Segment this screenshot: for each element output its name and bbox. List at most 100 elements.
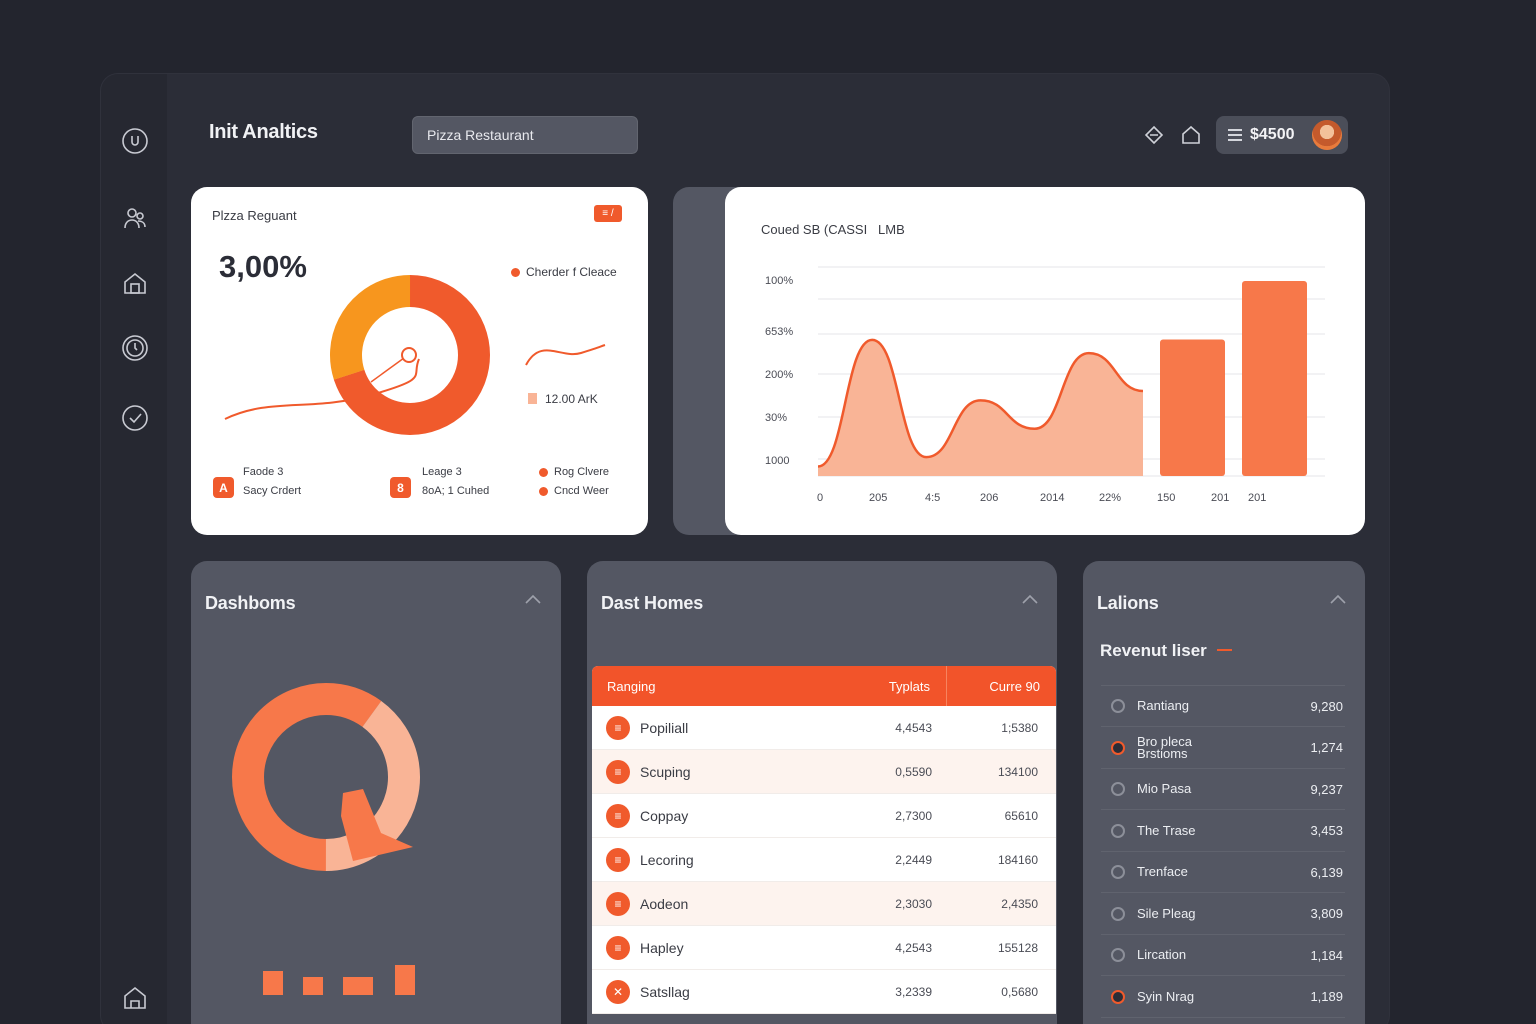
table-row[interactable]: ≡ Hapley 4,2543 155128: [592, 926, 1056, 970]
list-item-value: 9,237: [1310, 781, 1343, 797]
row-value: 4,4543: [895, 720, 932, 735]
search-input[interactable]: [412, 116, 638, 154]
list-item[interactable]: Lircation 1,184: [1101, 935, 1345, 976]
row-icon: ≡: [606, 891, 630, 916]
status-icon: [1111, 865, 1125, 879]
column-header[interactable]: Ranging: [607, 678, 656, 694]
list-item-name: Rantiang: [1137, 698, 1190, 713]
list-item[interactable]: The Trase 3,453: [1101, 811, 1345, 852]
dast-homes-title: Dast Homes: [601, 593, 704, 613]
list-item-value: 1,274: [1310, 740, 1343, 755]
table-row[interactable]: ≡ Aodeon 2,3030 2,4350: [592, 882, 1056, 926]
bar: [1242, 281, 1307, 476]
y-tick-label: 653%: [765, 326, 793, 338]
list-item-value: 6,139: [1310, 864, 1343, 880]
area-chart-card: Coued SB (CASSI LMB 100% 653% 200% 30% 1000 0…: [725, 187, 1365, 535]
row-value: 2,2449: [895, 852, 932, 867]
diamond-nav-icon[interactable]: [1143, 124, 1165, 146]
app-window: Init Analtics $4500 Plzza Reguant ≡ / 3,…: [100, 73, 1390, 1024]
table-header: Ranging Typlats Curre 90: [592, 666, 1056, 706]
row-value: 1;5380: [1001, 720, 1038, 735]
row-value: 65610: [1004, 808, 1038, 823]
y-tick-label: 1000: [765, 455, 789, 467]
list-item-name: Sile Pleag: [1137, 905, 1196, 921]
list-item[interactable]: Rantiang 9,280: [1101, 686, 1345, 727]
donut-card: Plzza Reguant ≡ / 3,00% Cherder f Cleace…: [191, 187, 648, 535]
legend-top-label: Cherder f Cleace: [526, 265, 617, 279]
row-name: Hapley: [640, 939, 684, 956]
table-row[interactable]: ≡ Popiliall 4,4543 1;5380: [592, 706, 1056, 750]
list-item-name: The Trase: [1137, 822, 1196, 838]
ring-chart: [232, 683, 420, 995]
table-row[interactable]: ✕ Satsllag 3,2339 0,5680: [592, 970, 1056, 1014]
row-name: Scuping: [640, 763, 691, 780]
mini-bar: [395, 965, 415, 995]
check-icon[interactable]: [121, 404, 149, 432]
card-options-badge[interactable]: ≡ /: [594, 205, 622, 222]
balance-pill[interactable]: $4500: [1216, 116, 1348, 154]
row-name: Aodeon: [640, 895, 689, 912]
chevron-up-icon[interactable]: [1329, 593, 1347, 605]
side-legend-swatch: [528, 393, 537, 404]
x-tick-label: 206: [980, 492, 998, 504]
footer-line: Faode 3: [243, 466, 284, 478]
ring-pointer: [341, 789, 413, 861]
status-icon: [1111, 948, 1125, 962]
status-icon: [1111, 699, 1125, 713]
list-item-value: 1,184: [1310, 947, 1343, 963]
dashboms-title: Dashboms: [205, 593, 296, 613]
balance-amount: $4500: [1250, 126, 1295, 143]
table-row[interactable]: ≡ Coppay 2,7300 65610: [592, 794, 1056, 838]
people-icon[interactable]: [121, 204, 149, 232]
row-icon: ≡: [606, 803, 630, 828]
lalions-subtitle: Revenut liser: [1100, 641, 1207, 660]
data-table: Ranging Typlats Curre 90 ≡ Popiliall 4,454…: [592, 666, 1056, 1014]
legend-dot: [511, 268, 520, 278]
row-value: 155128: [997, 940, 1038, 955]
status-icon: [1111, 989, 1125, 1004]
list-item[interactable]: Trenface 6,139: [1101, 852, 1345, 893]
x-tick-label: 0: [817, 492, 823, 504]
column-header[interactable]: Typlats: [888, 678, 930, 694]
bar: [1160, 339, 1225, 476]
row-value: 2,7300: [895, 808, 932, 823]
row-name: Popiliall: [640, 719, 689, 736]
list-item[interactable]: Bro pleca Brstioms 1,274: [1101, 728, 1345, 769]
status-icon: [1111, 782, 1125, 796]
x-tick-label: 2014: [1040, 492, 1064, 504]
power-icon[interactable]: [121, 127, 149, 155]
column-header[interactable]: Curre 90: [989, 678, 1040, 694]
chevron-up-icon[interactable]: [524, 593, 542, 605]
row-value: 2,4350: [1001, 896, 1038, 911]
list-item[interactable]: Sile Pleag 3,809: [1101, 894, 1345, 935]
clock-icon[interactable]: [121, 334, 149, 362]
list-item[interactable]: Syin Nrag 1,189: [1101, 977, 1345, 1018]
row-value: 184160: [997, 852, 1038, 867]
area-chart: 100% 653% 200% 30% 1000 0 205 4:5 206 2014 22% 150 2…: [765, 266, 1325, 504]
area-fill: [818, 339, 1143, 476]
list-item[interactable]: Mio Pasa 9,237: [1101, 769, 1345, 810]
footer-legend-label: Rog Clvere: [554, 466, 610, 478]
row-icon: ≡: [606, 935, 630, 960]
avatar[interactable]: [1312, 120, 1342, 150]
home-outline-icon[interactable]: [1180, 124, 1202, 146]
footer-badge-b: 8: [390, 477, 411, 498]
dashboms-panel: Dashboms: [191, 561, 561, 1024]
house-icon[interactable]: [121, 984, 149, 1012]
table-row[interactable]: ≡ Scuping 0,5590 134100: [592, 750, 1056, 794]
chevron-up-icon[interactable]: [1021, 593, 1039, 605]
mini-bar: [303, 977, 323, 995]
donut-card-title: Plzza Reguant: [212, 208, 297, 223]
list-item-value: 1,189: [1310, 989, 1343, 1004]
table-row[interactable]: ≡ Lecoring 2,2449 184160: [592, 838, 1056, 882]
row-value: 2,3030: [895, 896, 932, 911]
footer-line: 8oA; 1 Cuhed: [422, 485, 490, 497]
trend-line-right: [525, 344, 606, 366]
store-icon[interactable]: [121, 269, 149, 297]
footer-badge-a: A: [213, 477, 234, 498]
y-tick-label: 100%: [765, 275, 793, 287]
row-value: 0,5590: [895, 764, 932, 779]
row-name: Coppay: [640, 807, 689, 824]
chart-title: Coued SB (CASSI LMB: [761, 222, 905, 237]
status-icon: [1111, 823, 1125, 838]
